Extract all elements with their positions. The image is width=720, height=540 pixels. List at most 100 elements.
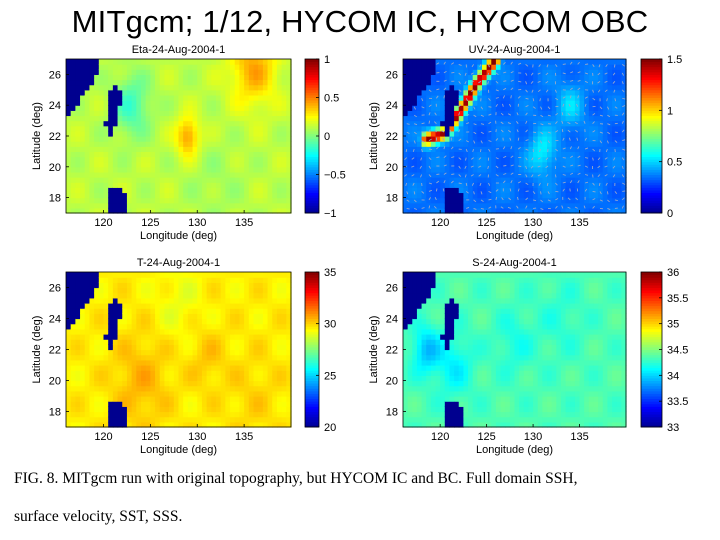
velocity-arrow [405, 182, 408, 186]
velocity-arrow [480, 207, 485, 210]
heatmap-cell [570, 207, 576, 214]
colorbar-swatch [641, 100, 662, 104]
heatmap-cell [570, 125, 576, 132]
heatmap-cell [103, 171, 109, 178]
heatmap-cell [547, 89, 553, 96]
heatmap-cell [197, 323, 203, 330]
colorbar-swatch [305, 200, 319, 204]
heatmap-cell [468, 59, 474, 65]
heatmap-cell [253, 202, 259, 209]
velocity-arrow [428, 89, 432, 93]
heatmap-cell [574, 79, 581, 86]
heatmap-cell [211, 84, 217, 91]
heatmap-cell [103, 89, 109, 96]
colorbar-swatch [641, 84, 662, 88]
heatmap-cell [159, 161, 166, 168]
heatmap-cell [117, 151, 123, 158]
heatmap-cell [267, 277, 273, 283]
heatmap-cell [112, 359, 119, 366]
heatmap-cell [103, 272, 109, 278]
heatmap-cell [164, 79, 170, 86]
heatmap-cell [112, 416, 119, 423]
heatmap-cell [239, 187, 245, 194]
heatmap-cell [197, 100, 203, 106]
heatmap-cell [216, 365, 222, 371]
heatmap-cell [103, 365, 109, 371]
heatmap-cell [230, 151, 236, 158]
heatmap-cell [183, 390, 189, 397]
heatmap-cell [155, 177, 161, 183]
heatmap-cell [481, 187, 488, 194]
heatmap-cell [159, 187, 166, 194]
velocity-arrow [614, 191, 618, 194]
heatmap-cell [103, 64, 109, 70]
velocity-arrow [510, 164, 514, 167]
heatmap-cell [178, 359, 184, 366]
heatmap-cell [444, 187, 451, 194]
heatmap-cell [547, 94, 553, 101]
heatmap-cell [187, 272, 194, 278]
heatmap-cell [565, 84, 571, 91]
heatmap-cell [84, 401, 91, 407]
heatmap-cell [159, 370, 166, 376]
heatmap-cell [621, 136, 627, 142]
heatmap-cell [602, 166, 609, 173]
velocity-arrow [584, 137, 587, 141]
heatmap-cell [272, 313, 278, 320]
heatmap-cell [486, 79, 492, 86]
heatmap-cell [164, 166, 170, 173]
heatmap-cell [80, 64, 86, 70]
heatmap-cell [108, 421, 114, 428]
heatmap-cell [112, 375, 119, 382]
heatmap-cell [98, 349, 105, 356]
velocity-arrow [510, 61, 513, 65]
colorbar-swatch [305, 79, 319, 83]
colorbar-swatch [305, 164, 319, 168]
heatmap-cell [80, 365, 86, 371]
heatmap-cell [248, 334, 255, 340]
heatmap-cell [150, 396, 156, 402]
heatmap-cell [505, 182, 511, 188]
heatmap-cell [491, 207, 497, 214]
velocity-arrow [508, 197, 512, 201]
heatmap-cell [234, 349, 241, 356]
heatmap-cell [593, 187, 599, 194]
heatmap-cell [281, 390, 287, 397]
heatmap-cell [206, 171, 212, 178]
heatmap-cell [551, 192, 557, 199]
heatmap-cell [94, 308, 100, 314]
velocity-arrow [598, 182, 601, 187]
heatmap-cell [244, 151, 250, 158]
heatmap-cell [234, 297, 241, 304]
heatmap-cell [495, 202, 502, 209]
heatmap-cell [192, 375, 198, 382]
heatmap-cell [509, 171, 516, 178]
heatmap-cell [122, 207, 128, 214]
heatmap-cell [458, 130, 464, 137]
heatmap-cell [454, 115, 460, 122]
heatmap-cell [201, 401, 208, 407]
colorbar-swatch [305, 169, 319, 173]
heatmap-cell [523, 207, 530, 214]
heatmap-cell [281, 197, 287, 204]
heatmap-cell [216, 192, 222, 199]
heatmap-cell [412, 141, 418, 147]
heatmap-cell [593, 130, 599, 137]
heatmap-cell [112, 354, 119, 361]
velocity-arrow [480, 131, 484, 134]
heatmap-cell [211, 202, 217, 209]
heatmap-cell [173, 120, 180, 127]
heatmap-cell [486, 151, 492, 158]
velocity-arrow [570, 87, 573, 91]
heatmap-cell [220, 110, 226, 117]
heatmap-cell [468, 74, 474, 81]
heatmap-cell [239, 100, 245, 106]
heatmap-cell [220, 277, 226, 283]
colorbar-swatch [641, 153, 662, 158]
heatmap-cell [547, 161, 553, 168]
heatmap-cell [258, 416, 264, 423]
velocity-arrow [599, 131, 603, 134]
heatmap-cell [206, 187, 212, 194]
heatmap-cell [403, 59, 409, 65]
heatmap-cell [187, 89, 194, 96]
